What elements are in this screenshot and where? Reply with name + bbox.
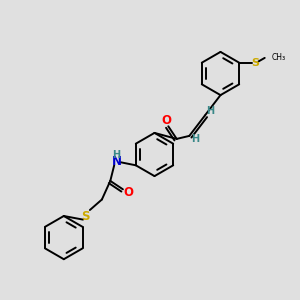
Text: N: N bbox=[112, 154, 122, 168]
Text: O: O bbox=[162, 114, 172, 127]
Text: S: S bbox=[81, 209, 90, 223]
Text: S: S bbox=[251, 58, 260, 68]
Text: CH₃: CH₃ bbox=[272, 53, 286, 62]
Text: H: H bbox=[206, 106, 215, 116]
Text: H: H bbox=[191, 134, 200, 145]
Text: O: O bbox=[123, 186, 133, 199]
Text: H: H bbox=[112, 149, 121, 160]
